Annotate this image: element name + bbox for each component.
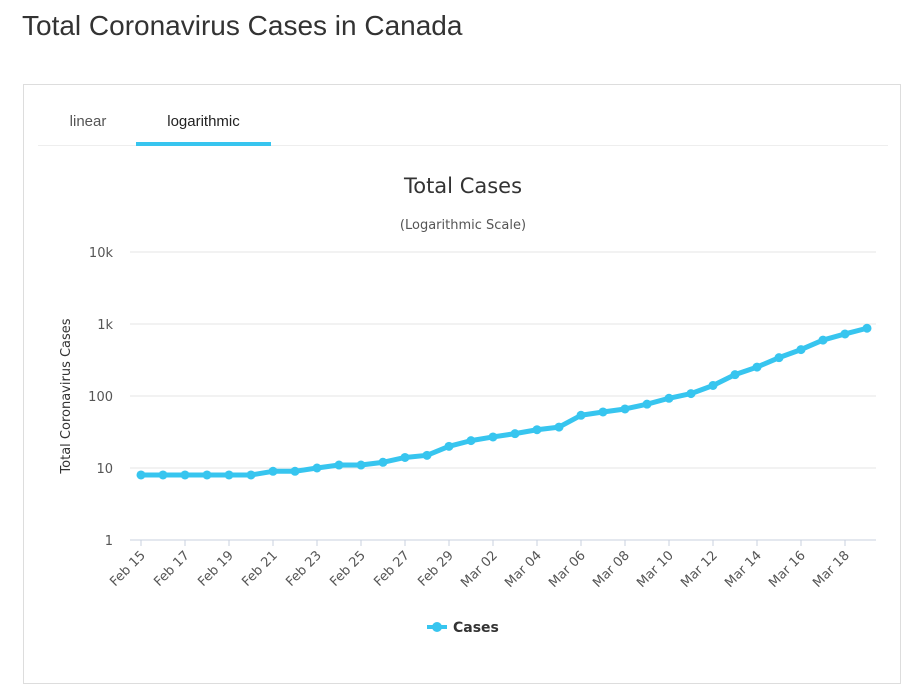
data-point (224, 470, 234, 480)
data-point (378, 457, 388, 467)
x-tick-label: Mar 10 (634, 548, 677, 591)
data-point (444, 441, 454, 451)
x-tick-label: Feb 17 (151, 548, 193, 590)
data-point (796, 345, 806, 355)
data-point (180, 470, 190, 480)
cases-chart: Total Cases (Logarithmic Scale) Total Co… (59, 174, 876, 636)
data-point (620, 404, 630, 414)
data-point (158, 470, 168, 480)
x-tick-label: Feb 15 (107, 548, 149, 590)
x-tick-label: Feb 27 (371, 548, 413, 590)
x-tick-label: Mar 18 (810, 548, 853, 591)
x-tick-label: Mar 04 (502, 548, 545, 591)
x-tick-label: Mar 12 (678, 548, 721, 591)
series-line-cases (138, 325, 870, 478)
data-point (466, 436, 476, 446)
y-tick-label: 10k (89, 246, 114, 261)
data-point (774, 353, 784, 363)
y-tick-label: 1 (105, 534, 113, 549)
data-point (576, 410, 586, 420)
data-point (730, 370, 740, 380)
legend-point-marker (432, 622, 442, 632)
legend[interactable]: Cases (427, 620, 499, 636)
x-tick-label: Mar 08 (590, 548, 633, 591)
series-cases (136, 323, 872, 480)
data-point (246, 470, 256, 480)
data-point (202, 470, 212, 480)
data-point (488, 432, 498, 442)
data-point (290, 466, 300, 476)
chart-title: Total Cases (403, 174, 522, 198)
x-tick-label: Feb 19 (195, 548, 237, 590)
tab-logarithmic[interactable]: logarithmic (136, 85, 271, 146)
data-point (422, 450, 432, 460)
x-tick-label: Feb 23 (283, 548, 325, 590)
legend-label-cases: Cases (453, 620, 499, 636)
scale-tabs: linear logarithmic (38, 85, 888, 146)
data-point (312, 463, 322, 473)
data-point (818, 335, 828, 345)
y-axis-ticks: 1 10 100 1k 10k (88, 246, 113, 549)
x-tick-label: Feb 25 (327, 548, 369, 590)
data-point (840, 329, 850, 339)
y-tick-label: 100 (88, 390, 113, 405)
x-axis-ticks: Feb 15 Feb 17 Feb 19 Feb 21 Feb 23 Feb 25 Feb … (107, 540, 853, 591)
x-tick-label: Feb 21 (239, 548, 281, 590)
data-point (268, 466, 278, 476)
data-point (686, 389, 696, 399)
chart-subtitle: (Logarithmic Scale) (400, 218, 526, 233)
page-title: Total Coronavirus Cases in Canada (22, 10, 463, 41)
data-point (554, 422, 564, 432)
y-tick-label: 1k (97, 318, 113, 333)
data-point (598, 407, 608, 417)
grid-lines (130, 251, 876, 541)
y-tick-label: 10 (96, 462, 113, 477)
x-tick-label: Mar 14 (722, 548, 765, 591)
data-point (642, 399, 652, 409)
data-point (136, 470, 146, 480)
x-tick-label: Feb 29 (415, 548, 457, 590)
data-point (510, 429, 520, 439)
x-tick-label: Mar 16 (766, 548, 809, 591)
data-point (708, 380, 718, 390)
data-point (356, 460, 366, 470)
data-point (664, 393, 674, 403)
x-tick-label: Mar 02 (458, 548, 501, 591)
data-point (532, 425, 542, 435)
x-tick-label: Mar 06 (546, 548, 589, 591)
data-point (400, 452, 410, 462)
tab-linear[interactable]: linear (69, 113, 107, 130)
data-point (752, 362, 762, 372)
data-point (334, 460, 344, 470)
chart-panel: linear logarithmic (23, 84, 901, 684)
data-point (862, 323, 872, 333)
y-axis-title: Total Coronavirus Cases (59, 318, 74, 474)
